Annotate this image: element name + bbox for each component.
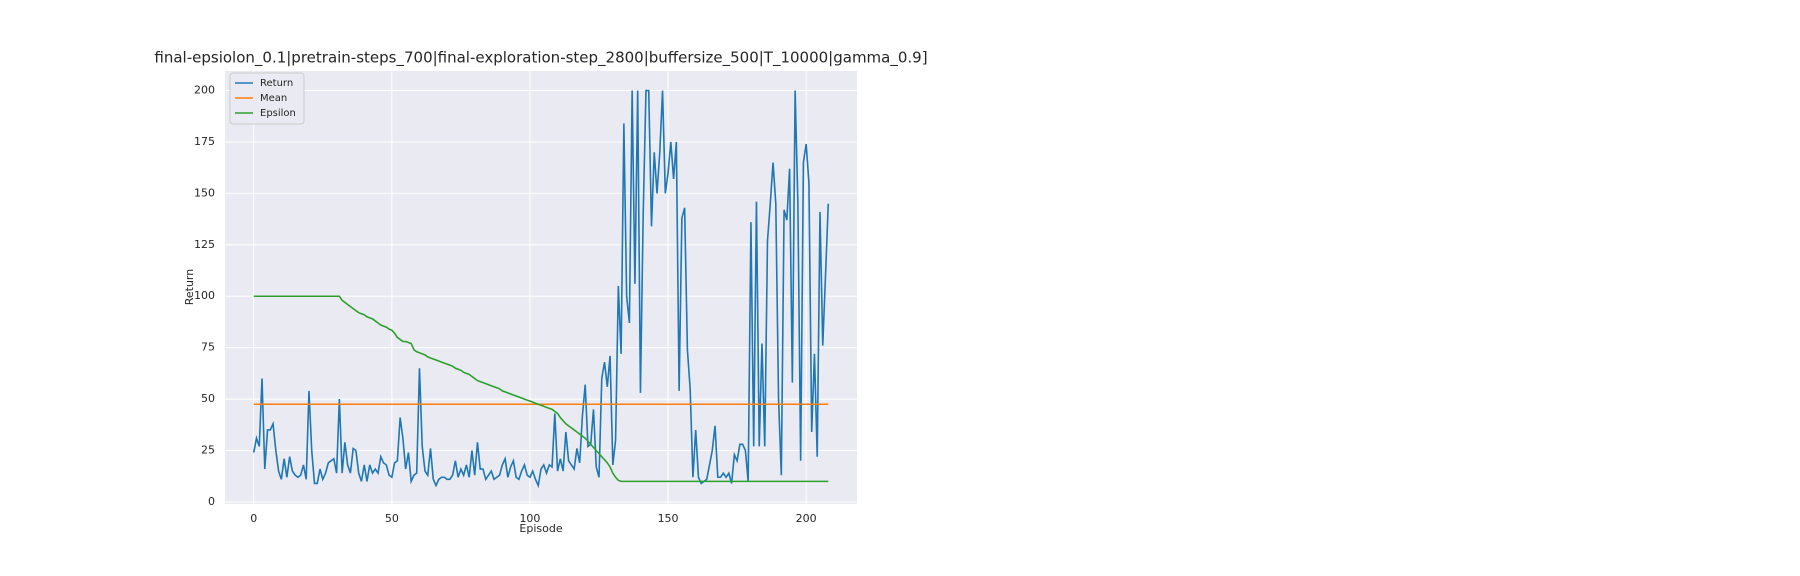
legend-label: Epsilon bbox=[260, 108, 296, 119]
y-tick-label: 175 bbox=[194, 135, 215, 148]
y-tick-label: 100 bbox=[194, 289, 215, 302]
data-line bbox=[253, 295, 829, 483]
data-line bbox=[252, 89, 830, 489]
lines bbox=[252, 89, 830, 489]
plot-area bbox=[225, 71, 857, 504]
y-tick-label: 200 bbox=[194, 84, 215, 97]
x-tick-label: 100 bbox=[519, 512, 540, 525]
legend-label: Mean bbox=[260, 93, 287, 104]
chart-title: final-epsiolon_0.1|pretrain-steps_700|fi… bbox=[154, 49, 927, 68]
x-tick-label: 150 bbox=[658, 512, 679, 525]
x-tick-label: 200 bbox=[796, 512, 817, 525]
legend-box bbox=[229, 72, 305, 125]
y-axis-label: Return bbox=[183, 269, 196, 306]
y-tick-label: 50 bbox=[201, 392, 215, 405]
x-tick-label: 50 bbox=[385, 512, 399, 525]
legend-label: Return bbox=[260, 78, 293, 89]
y-tick-label: 25 bbox=[201, 444, 215, 457]
x-axis-label: Episode bbox=[519, 522, 562, 535]
x-tick-label: 0 bbox=[250, 512, 257, 525]
y-tick-label: 150 bbox=[194, 186, 215, 199]
y-tick-label: 75 bbox=[201, 341, 215, 354]
y-tick-label: 125 bbox=[194, 238, 215, 251]
y-tick-label: 0 bbox=[208, 495, 215, 508]
grid bbox=[225, 71, 857, 504]
